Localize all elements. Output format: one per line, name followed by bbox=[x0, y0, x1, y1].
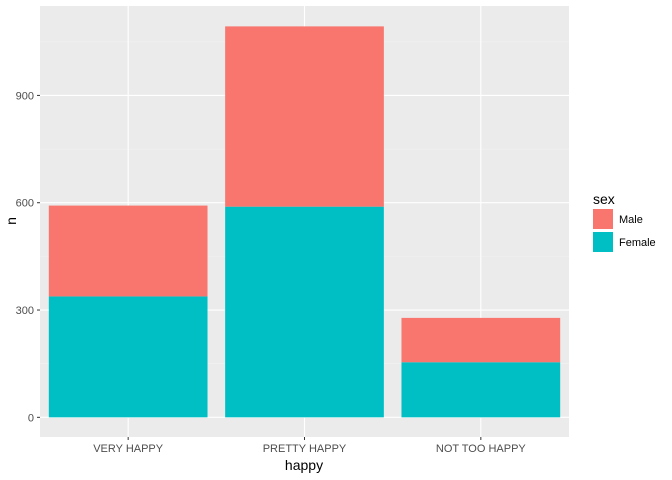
legend-key-male bbox=[593, 209, 613, 229]
legend-label-female: Female bbox=[619, 237, 656, 249]
x-axis: VERY HAPPY PRETTY HAPPY NOT TOO HAPPY bbox=[93, 437, 526, 455]
bar-female bbox=[225, 206, 384, 418]
y-tick-label: 600 bbox=[16, 198, 34, 210]
bar-male bbox=[401, 317, 561, 363]
x-tick-label: NOT TOO HAPPY bbox=[436, 443, 527, 455]
y-tick-label: 900 bbox=[16, 90, 34, 102]
bar-female bbox=[48, 296, 208, 418]
y-axis-title: n bbox=[3, 217, 19, 225]
legend: sex Male Female bbox=[593, 191, 656, 252]
bars bbox=[48, 26, 561, 418]
legend-label-male: Male bbox=[619, 214, 643, 226]
bar-male bbox=[225, 26, 384, 207]
x-tick-label: VERY HAPPY bbox=[93, 443, 164, 455]
x-axis-title: happy bbox=[285, 457, 323, 473]
x-tick-label: PRETTY HAPPY bbox=[263, 443, 347, 455]
legend-key-female bbox=[593, 232, 613, 252]
bar-female bbox=[401, 362, 561, 418]
y-tick-label: 0 bbox=[28, 412, 34, 424]
y-axis: 0 300 600 900 bbox=[16, 90, 40, 424]
bar-male bbox=[48, 205, 208, 297]
legend-title: sex bbox=[593, 191, 615, 207]
y-tick-label: 300 bbox=[16, 305, 34, 317]
